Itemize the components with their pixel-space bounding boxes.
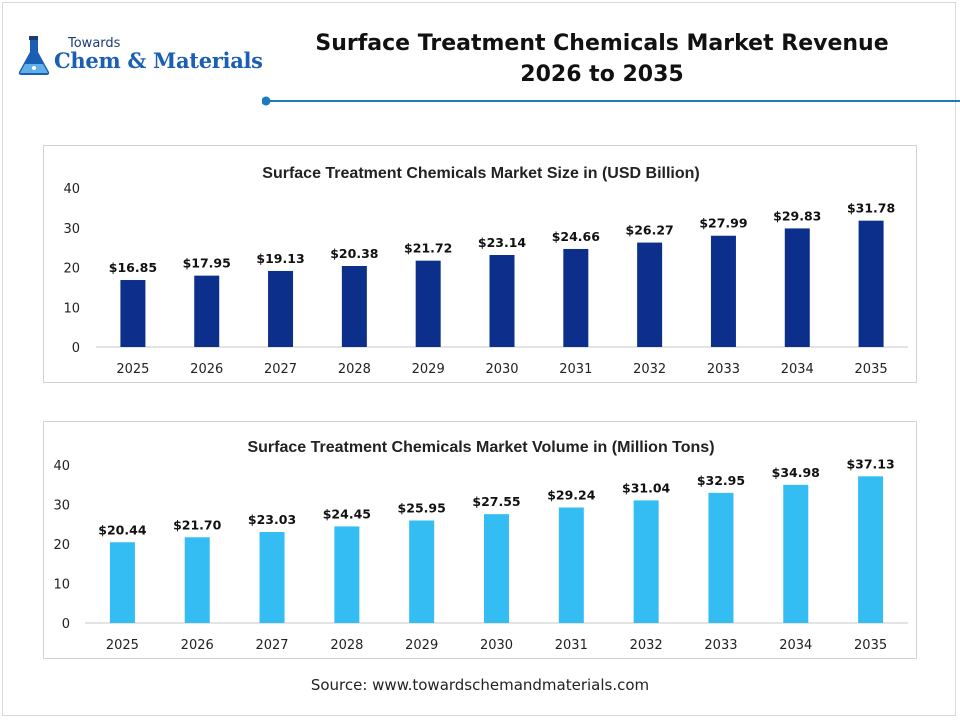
x-tick-label: 2025 [106, 638, 139, 653]
data-label: $25.95 [398, 500, 446, 515]
data-label: $31.04 [622, 480, 671, 495]
data-label: $29.24 [547, 488, 596, 503]
flask-logo-icon [18, 36, 50, 75]
x-tick-label: 2028 [338, 362, 371, 377]
bar-2033 [708, 492, 734, 623]
data-label: $19.13 [256, 251, 304, 266]
x-tick-label: 2035 [854, 638, 887, 653]
bar-2028 [341, 265, 367, 347]
data-label: $37.13 [846, 456, 894, 471]
volume-chart: Surface Treatment Chemicals Market Volum… [53, 439, 908, 653]
bar-2032 [633, 500, 659, 623]
bar-2027 [268, 270, 294, 347]
x-tick-label: 2028 [330, 638, 363, 653]
revenue-chart-panel: Surface Treatment Chemicals Market Size … [43, 145, 917, 383]
bar-2030 [484, 514, 509, 623]
x-tick-label: 2033 [704, 638, 737, 653]
bar-2025 [109, 542, 135, 623]
bar-2033 [710, 235, 736, 347]
bar-2029 [415, 260, 441, 347]
x-tick-label: 2026 [181, 638, 214, 653]
x-tick-label: 2031 [559, 362, 592, 377]
data-label: $27.55 [472, 494, 520, 509]
data-label: $17.95 [183, 256, 231, 271]
data-label: $26.27 [626, 223, 674, 238]
bar-2026 [184, 537, 210, 623]
page-title-line-2: 2026 to 2035 [520, 62, 684, 87]
data-label: $34.98 [772, 465, 820, 480]
logo-main-text: Chem & Materials [54, 48, 263, 73]
bar-2027 [259, 532, 285, 623]
bar-2032 [637, 242, 663, 347]
bar-2028 [334, 526, 360, 623]
bar-2030 [489, 255, 515, 347]
x-tick-label: 2027 [264, 362, 297, 377]
data-label: $23.14 [478, 235, 527, 250]
bar-2035 [858, 220, 884, 347]
bar-2035 [858, 476, 884, 623]
y-tick-label: 20 [53, 538, 70, 553]
data-label: $32.95 [697, 473, 745, 488]
data-label: $21.70 [173, 517, 222, 532]
title-underline [262, 96, 960, 106]
x-tick-label: 2033 [707, 362, 740, 377]
page-title-line-1: Surface Treatment Chemicals Market Reven… [315, 31, 889, 56]
x-tick-label: 2030 [480, 638, 513, 653]
x-tick-label: 2029 [412, 362, 445, 377]
y-tick-label: 0 [72, 341, 80, 356]
x-tick-label: 2032 [633, 362, 666, 377]
chart-title: Surface Treatment Chemicals Market Size … [262, 165, 699, 182]
volume-chart-panel: Surface Treatment Chemicals Market Volum… [43, 421, 917, 659]
x-tick-label: 2027 [255, 638, 288, 653]
data-label: $16.85 [109, 260, 157, 275]
x-tick-label: 2029 [405, 638, 438, 653]
y-tick-label: 10 [53, 578, 70, 593]
y-tick-label: 10 [63, 301, 80, 316]
x-tick-label: 2032 [630, 638, 663, 653]
data-label: $20.38 [330, 246, 378, 261]
data-label: $31.78 [847, 201, 895, 216]
bar-2029 [409, 520, 435, 623]
x-tick-label: 2035 [855, 362, 888, 377]
bar-2031 [558, 507, 584, 623]
data-label: $27.99 [699, 216, 747, 231]
y-tick-label: 40 [63, 182, 80, 197]
x-tick-label: 2034 [781, 362, 814, 377]
y-tick-label: 30 [53, 499, 70, 514]
bar-2026 [194, 275, 220, 347]
x-tick-label: 2026 [190, 362, 223, 377]
data-label: $24.66 [552, 229, 601, 244]
x-tick-label: 2030 [485, 362, 518, 377]
chart-title: Surface Treatment Chemicals Market Volum… [247, 439, 714, 456]
data-label: $23.03 [248, 512, 296, 527]
page-title: Surface Treatment Chemicals Market Reven… [282, 28, 922, 90]
data-label: $20.44 [98, 522, 147, 537]
data-label: $21.72 [404, 241, 452, 256]
bar-2031 [563, 248, 589, 347]
logo-small-text: Towards [68, 36, 121, 51]
source-text: Source: www.towardschemandmaterials.com [310, 676, 650, 694]
y-tick-label: 40 [53, 459, 70, 474]
bar-2034 [784, 228, 810, 347]
data-label: $29.83 [773, 208, 821, 223]
y-tick-label: 0 [62, 617, 70, 632]
y-tick-label: 20 [63, 262, 80, 277]
bar-2034 [783, 484, 809, 623]
bar-2025 [120, 280, 146, 347]
x-tick-label: 2034 [779, 638, 812, 653]
logo: Towards Chem & Materials [14, 30, 264, 80]
y-tick-label: 30 [63, 222, 80, 237]
data-label: $24.45 [323, 506, 371, 521]
revenue-chart: Surface Treatment Chemicals Market Size … [63, 165, 908, 377]
x-tick-label: 2025 [116, 362, 149, 377]
x-tick-label: 2031 [555, 638, 588, 653]
